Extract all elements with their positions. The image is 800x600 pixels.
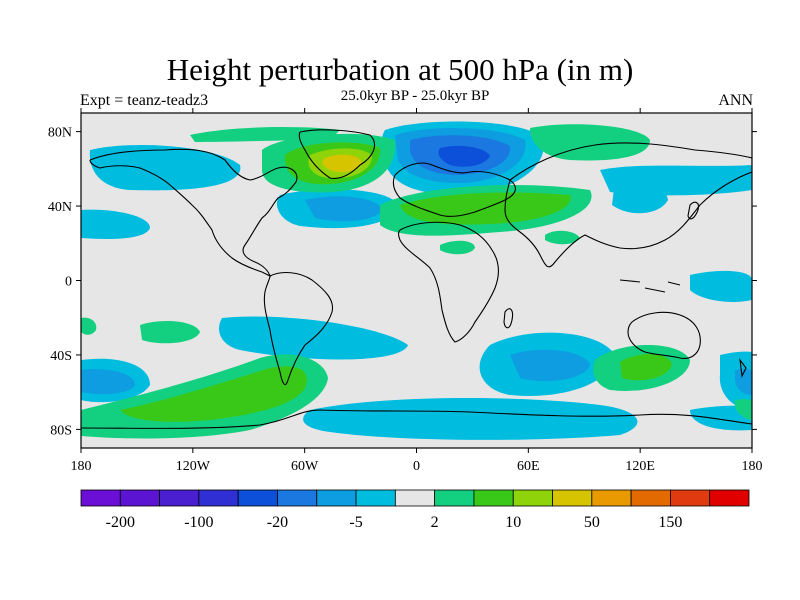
coast-indonesia bbox=[619, 279, 681, 293]
coastlines bbox=[81, 129, 752, 429]
colorbar-swatch bbox=[394, 489, 436, 507]
period-label: 25.0kyr BP - 25.0kyr BP bbox=[340, 88, 490, 104]
colorbar-label: -20 bbox=[267, 514, 288, 531]
colorbar-label: 10 bbox=[505, 514, 521, 531]
coast-africa bbox=[397, 221, 499, 343]
field-mid-negative-rightsouth bbox=[735, 369, 752, 395]
experiment-label: Expt = teanz-teadz3 bbox=[80, 92, 209, 109]
colorbar-swatch bbox=[119, 489, 160, 507]
season-label: ANN bbox=[718, 92, 753, 109]
field-weak-positive-northedge bbox=[190, 127, 340, 142]
lon-tick-label: 60E bbox=[517, 459, 540, 474]
field-weak-positive-leftedge bbox=[81, 317, 97, 335]
lat-tick-label: 80N bbox=[48, 126, 72, 141]
colorbar-labels: -200 -100 -20 -5 2 10 50 150 bbox=[106, 514, 683, 531]
field-weak-positive-pacific-right bbox=[735, 399, 752, 420]
latitude-axis: 80N 40N 0 40S 80S bbox=[48, 126, 757, 438]
colorbar-swatch bbox=[277, 489, 318, 507]
colorbar-swatch bbox=[670, 489, 711, 507]
colorbar-label: 50 bbox=[584, 514, 600, 531]
field-weak-negative-east bbox=[600, 165, 752, 196]
coast-antarctica bbox=[81, 409, 752, 429]
lat-tick-label: 40N bbox=[48, 200, 72, 215]
field-weak-positive-africa bbox=[440, 240, 475, 255]
colorbar-swatch bbox=[355, 489, 396, 507]
lon-tick-label: 180 bbox=[742, 459, 763, 474]
colorbar-label: -200 bbox=[106, 514, 135, 531]
colorbar-swatch bbox=[473, 489, 514, 507]
page-title: Height perturbation at 500 hPa (in m) bbox=[166, 52, 634, 87]
coast-greenland bbox=[298, 129, 375, 179]
colorbar-label: -5 bbox=[349, 514, 362, 531]
coast-south-america bbox=[263, 271, 334, 386]
field-weak-positive-southpacific bbox=[140, 320, 200, 344]
coast-madagascar bbox=[503, 308, 514, 329]
field-strongest-negative-core bbox=[438, 145, 490, 167]
lat-tick-label: 80S bbox=[50, 423, 72, 438]
coast-north-america bbox=[89, 148, 298, 278]
colorbar-swatch bbox=[198, 489, 239, 507]
colorbar-swatch bbox=[316, 489, 357, 507]
field-weak-negative-northpacific bbox=[81, 209, 150, 239]
field-mid-positive-southern bbox=[120, 366, 307, 422]
colorbar bbox=[80, 489, 750, 507]
field-weak-negative-north bbox=[89, 145, 241, 191]
colorbar-swatch bbox=[630, 489, 671, 507]
longitude-axis: 180 120W 60W 0 60E 120E 180 bbox=[71, 108, 763, 474]
coast-japan bbox=[687, 201, 699, 220]
colorbar-swatch bbox=[552, 489, 593, 507]
lon-tick-label: 120E bbox=[625, 459, 655, 474]
colorbar-swatch bbox=[434, 489, 475, 507]
colorbar-label: -100 bbox=[184, 514, 213, 531]
colorbar-swatch bbox=[159, 489, 200, 507]
field-weak-negative-rightedge bbox=[690, 270, 752, 302]
field-mid-negative-indian bbox=[510, 349, 590, 382]
coast-australia bbox=[627, 311, 701, 359]
field-mid-negative-atlantic bbox=[305, 196, 382, 222]
coast-new-zealand bbox=[739, 358, 747, 378]
field-mid-positive-australia bbox=[620, 354, 672, 381]
lon-tick-label: 180 bbox=[71, 459, 92, 474]
field-strongest-positive-core bbox=[322, 154, 362, 173]
colorbar-swatch bbox=[591, 489, 632, 507]
lat-tick-label: 0 bbox=[65, 275, 72, 290]
colorbar-swatch bbox=[237, 489, 278, 507]
coast-europe bbox=[392, 162, 516, 217]
colorbar-swatch bbox=[80, 489, 121, 507]
coast-asia bbox=[504, 142, 752, 268]
colorbar-swatch bbox=[709, 489, 750, 507]
lat-tick-label: 40S bbox=[50, 349, 72, 364]
field-weak-negative-antarctic bbox=[303, 398, 638, 440]
colorbar-label: 150 bbox=[658, 514, 682, 531]
colorbar-swatch bbox=[512, 489, 553, 507]
lon-tick-label: 60W bbox=[291, 459, 319, 474]
field-weak-positive-siberia bbox=[530, 124, 650, 161]
lon-tick-label: 0 bbox=[413, 459, 420, 474]
field-mid-negative-southwest bbox=[81, 369, 135, 395]
colorbar-label: 2 bbox=[431, 514, 439, 531]
field-weak-positive-eastasia bbox=[545, 230, 580, 245]
lon-tick-label: 120W bbox=[176, 459, 211, 474]
field-weak-negative-antarctic-east bbox=[690, 405, 752, 431]
